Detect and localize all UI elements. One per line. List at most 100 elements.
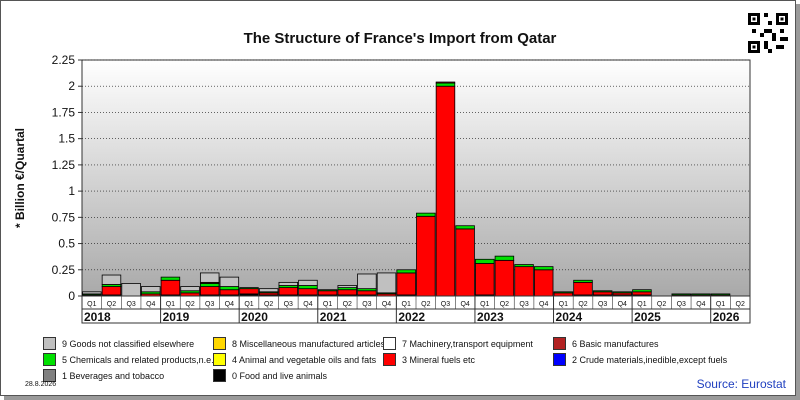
bar-segment [533, 266, 554, 271]
bar-stack [455, 225, 475, 297]
bar-segment [219, 286, 240, 291]
legend-swatch [43, 353, 56, 366]
x-tick-label: Q1 [166, 301, 175, 308]
bar-stack [514, 264, 534, 297]
bar-segment [533, 269, 554, 297]
bar-segment [494, 255, 515, 261]
bar-segment [141, 286, 161, 293]
legend-item: 1 Beverages and tobacco [43, 369, 164, 382]
bar-stack [101, 274, 122, 297]
x-tick-label: Q2 [578, 301, 587, 308]
bar-segment [475, 258, 495, 264]
bar-stack [573, 279, 593, 297]
bar-stack [416, 212, 436, 297]
bar-segment [612, 291, 633, 294]
bar-stack [239, 287, 259, 297]
x-tick-label: Q2 [343, 301, 352, 308]
legend-label: 6 Basic manufactures [572, 338, 659, 349]
year-label: 2023 [477, 310, 504, 324]
plot-area [81, 59, 751, 297]
bar-segment [691, 293, 711, 296]
gridlines [82, 59, 750, 271]
bar-segment [337, 285, 357, 289]
bar-segment [671, 293, 691, 296]
x-tick-label: Q1 [87, 301, 96, 308]
bar-stack [357, 273, 377, 297]
bar-segment [101, 286, 122, 296]
qr-code-icon [748, 13, 788, 53]
bar-segment [573, 281, 593, 296]
x-tick-label: Q3 [362, 301, 371, 308]
legend-item: 5 Chemicals and related products,n.e.s. [43, 353, 221, 366]
year-label: 2018 [84, 310, 111, 324]
x-tick-label: Q1 [480, 301, 489, 308]
year-label: 2019 [163, 310, 190, 324]
bar-segment [199, 272, 220, 283]
legend-label: 8 Miscellaneous manufactured articles [232, 338, 386, 349]
x-tick-label: Q3 [598, 301, 607, 308]
x-tick-label: Q1 [244, 301, 253, 308]
year-label: 2021 [320, 310, 347, 324]
bar-stack [475, 258, 495, 297]
x-tick-label: Q4 [146, 301, 155, 308]
bar-stack [494, 255, 515, 297]
legend-item: 8 Miscellaneous manufactured articles [213, 337, 385, 350]
bar-segment [435, 82, 456, 87]
bar-stack [82, 291, 102, 297]
bar-segment [121, 283, 141, 297]
bar-segment [357, 273, 377, 290]
legend-swatch [213, 369, 226, 382]
legend-label: 0 Food and live animals [232, 370, 328, 381]
y-tick-label: 1 [68, 184, 75, 198]
x-axis: Q1 Q2 Q3 Q4 Q1 Q2 Q3 Q4 Q1 Q2 Q3 Q4 Q1 Q2 Q3 Q4 Q1 Q2 Q3 Q4… [81, 295, 751, 324]
x-tick-label: Q4 [618, 301, 627, 308]
bar-segment [592, 291, 613, 296]
bars [82, 81, 731, 297]
legend-label: 7 Machinery,transport equipment [402, 338, 533, 349]
source-label: Source: Eurostat [696, 377, 786, 391]
y-tick-label: 1.25 [52, 158, 76, 172]
legend-item: 4 Animal and vegetable oils and fats [213, 353, 376, 366]
bar-stack [337, 285, 357, 297]
date-stamp: 28.8.2026 [25, 381, 57, 388]
x-tick-label: Q1 [637, 301, 646, 308]
bar-segment [298, 279, 318, 286]
bar-segment [219, 276, 240, 287]
bar-segment [160, 279, 181, 296]
bar-stack [121, 283, 141, 297]
bar-segment [514, 264, 534, 268]
bar-stack [278, 281, 299, 297]
bar-stack [553, 291, 574, 297]
y-tick-label: 0.75 [52, 210, 76, 224]
x-tick-label: Q4 [696, 301, 705, 308]
x-tick-label: Q1 [402, 301, 411, 308]
y-tick-label: 2.25 [52, 53, 76, 67]
year-label: 2022 [398, 310, 425, 324]
bar-segment [710, 293, 731, 296]
bar-segment [435, 81, 456, 84]
bar-segment [475, 263, 495, 296]
bar-segment [239, 288, 259, 295]
legend-swatch [43, 337, 56, 350]
bar-segment [298, 288, 318, 296]
bar-segment [553, 291, 574, 294]
legend-label: 1 Beverages and tobacco [62, 370, 165, 381]
bar-stack [376, 272, 397, 297]
x-tick-label: Q4 [303, 301, 312, 308]
bar-stack [199, 272, 220, 297]
bar-segment [573, 279, 593, 283]
legend-label: 5 Chemicals and related products,n.e.s. [62, 354, 221, 365]
year-label: 2025 [634, 310, 661, 324]
legend-swatch [213, 337, 226, 350]
bar-stack [317, 289, 338, 297]
legend-swatch [43, 369, 56, 382]
legend-swatch [383, 337, 396, 350]
bar-stack [141, 286, 161, 297]
bar-segment [239, 287, 259, 290]
x-tick-label: Q4 [460, 301, 469, 308]
bar-stack [592, 290, 613, 297]
legend-label: 4 Animal and vegetable oils and fats [232, 354, 377, 365]
bar-segment [494, 259, 515, 297]
bar-segment [416, 215, 436, 297]
